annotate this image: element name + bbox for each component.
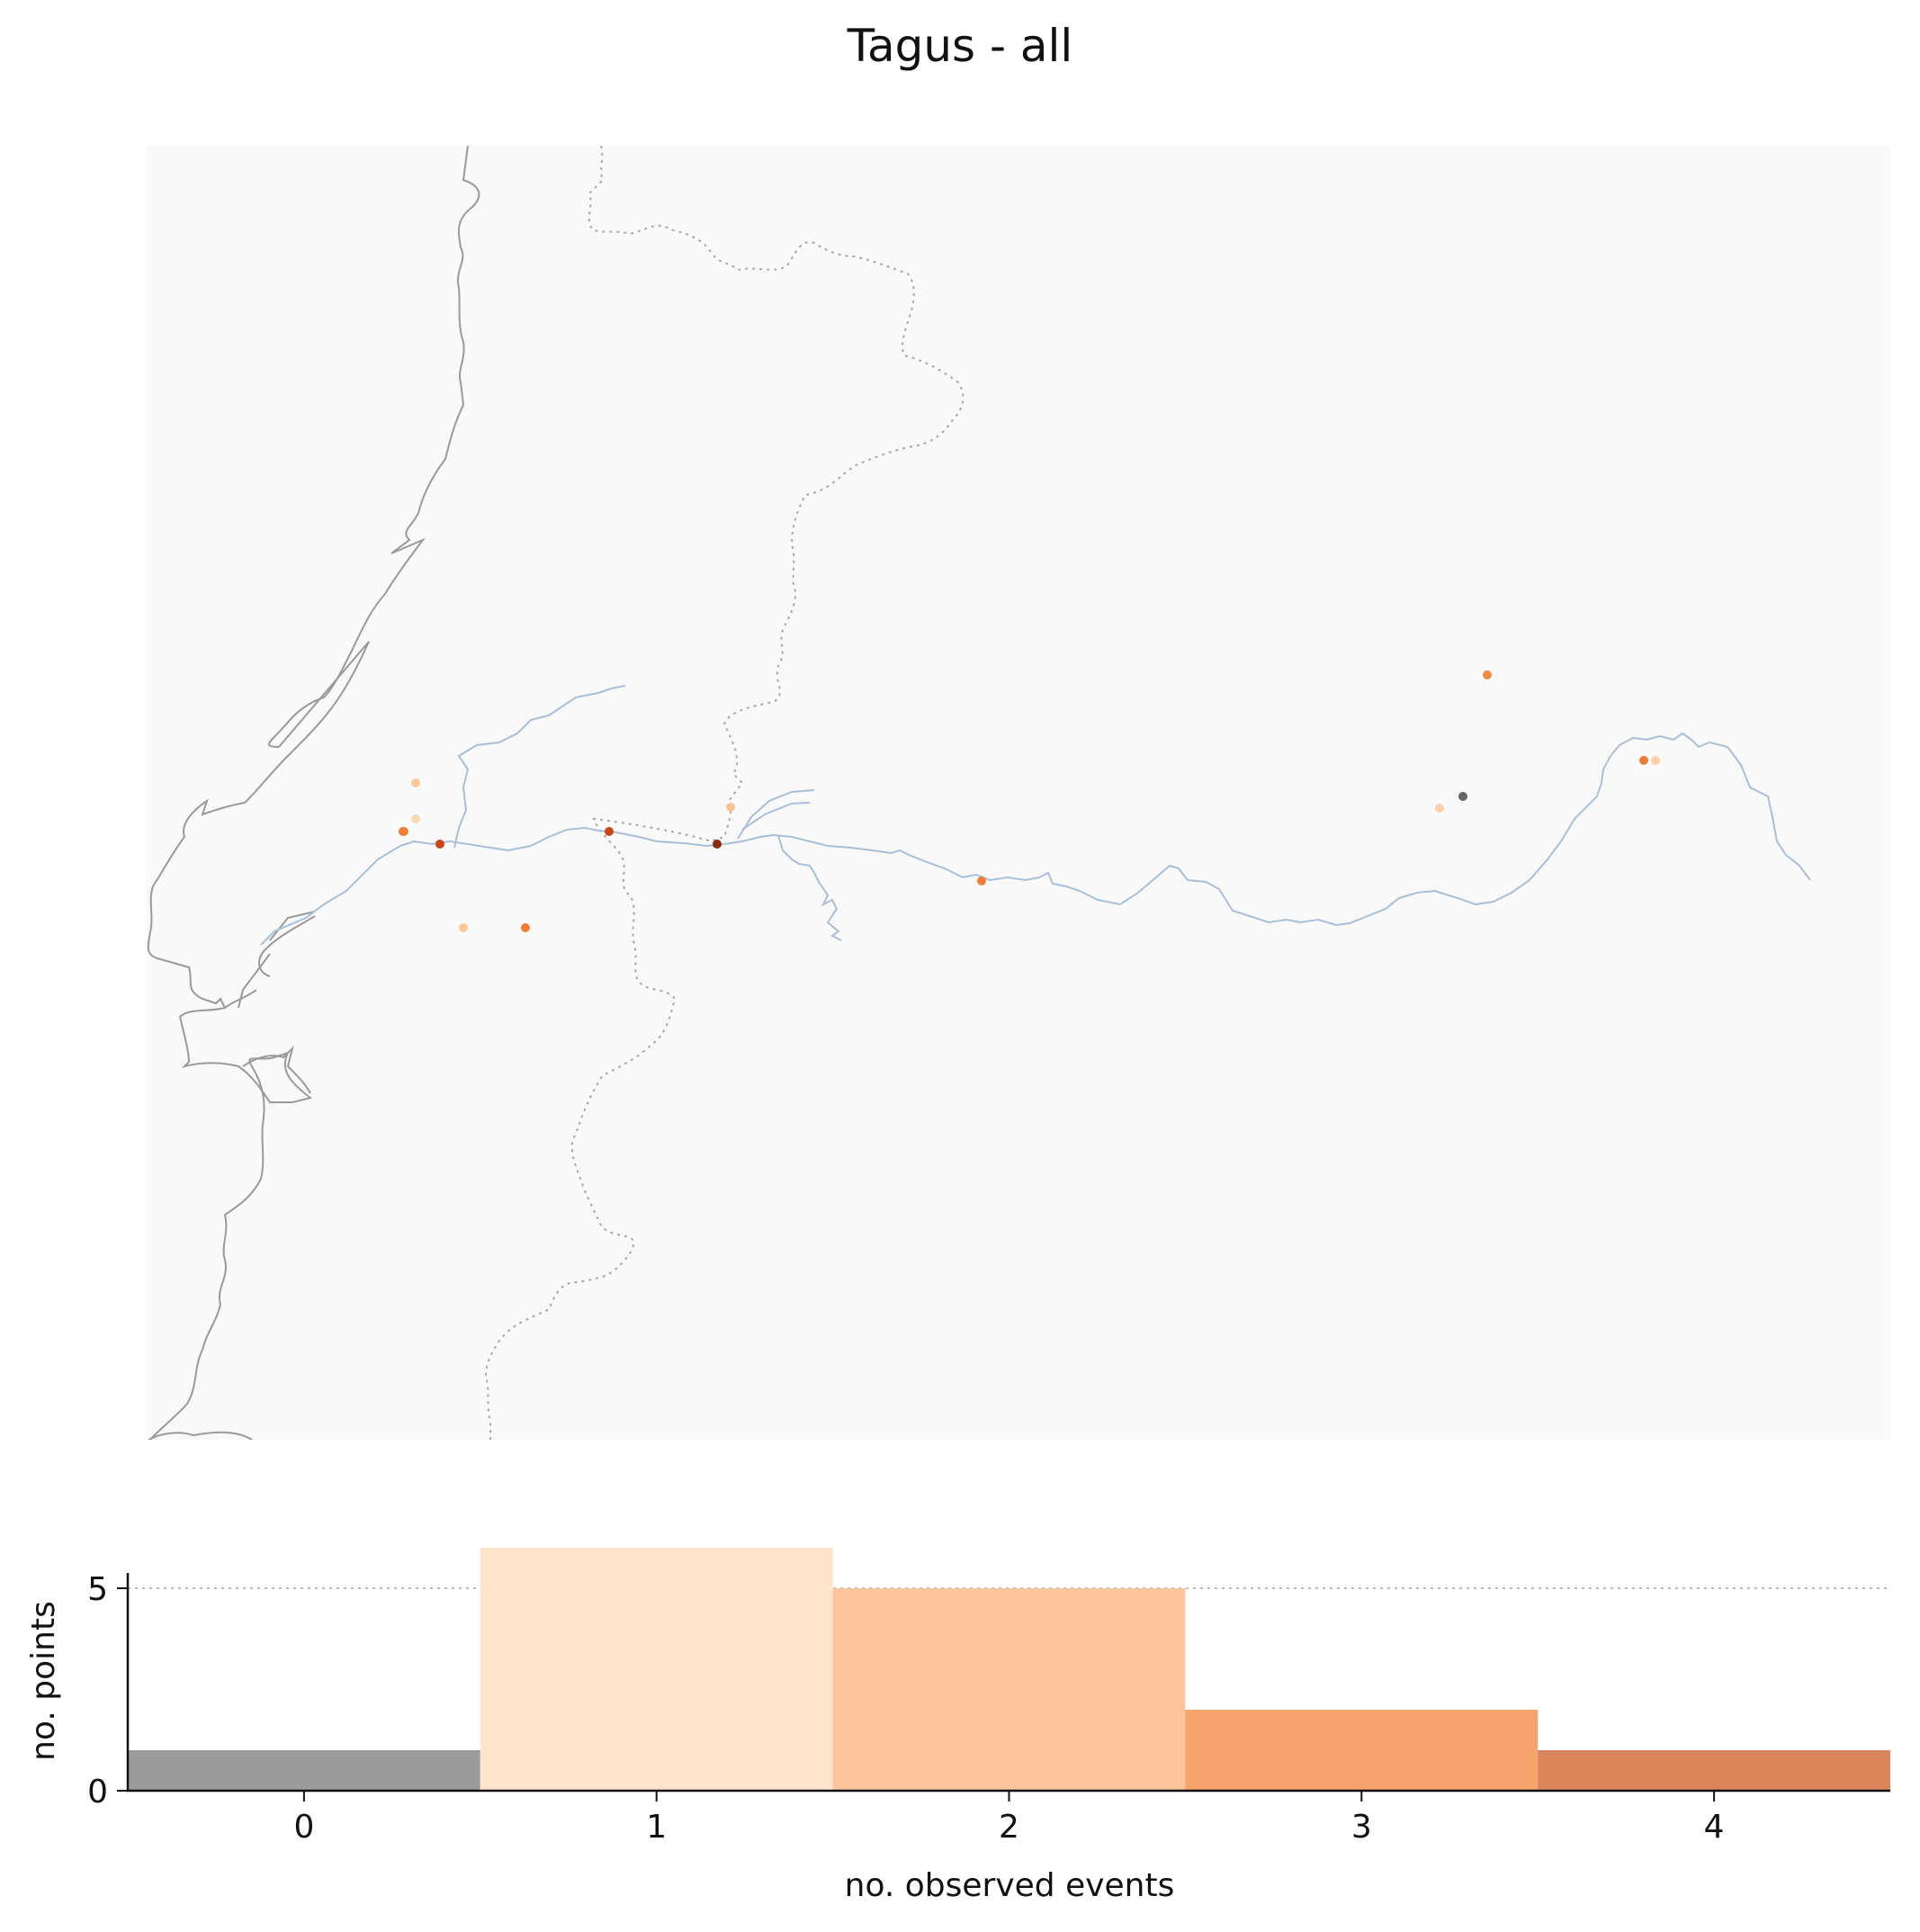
river-zezere [453,685,626,849]
map-point-p4 [399,827,408,836]
map-point-p2 [411,778,420,787]
map-point-p11 [977,876,986,885]
x-axis-label: no. observed events [845,1867,1175,1904]
bar-2 [832,1588,1186,1791]
map-point-p6 [459,923,468,932]
y-axis-label: no. points [25,1601,62,1761]
x-tick-label-0: 0 [293,1809,314,1846]
bar-4 [1538,1750,1890,1791]
y-tick-label-0: 0 [87,1774,108,1811]
map-point-p13 [1435,804,1444,813]
river-alagon [737,789,842,941]
river-tagus [260,732,1811,946]
map-point-p16 [1651,756,1660,765]
x-ticks: 0 1 2 3 4 [293,1791,1725,1846]
map [147,145,1890,1440]
y-ticks: 05 [87,1571,128,1811]
estuary-sado [242,1045,311,1094]
map-point-p9 [713,840,722,849]
bars-layer [128,1548,1890,1791]
coastline-south [148,1431,253,1440]
bar-3 [1185,1710,1539,1791]
y-tick-label-5: 5 [87,1571,108,1608]
x-tick-label-1: 1 [646,1809,667,1846]
bar-0 [128,1750,480,1791]
map-point-p10 [726,803,735,812]
map-point-p5 [435,840,444,849]
estuary-tagus [224,911,316,1009]
x-tick-label-4: 4 [1704,1809,1725,1846]
coastline [147,145,480,1440]
map-background [147,146,1890,1440]
figure-title: Tagus - all [847,20,1073,72]
map-point-p3 [411,814,420,823]
bar-1 [480,1548,833,1791]
x-tick-label-2: 2 [999,1809,1019,1846]
x-tick-label-3: 3 [1351,1809,1372,1846]
map-point-p8 [605,827,614,836]
map-point-p14 [1458,792,1467,801]
points-layer [399,670,1660,932]
map-point-p7 [521,923,530,932]
map-point-p12 [1483,670,1492,679]
map-point-p15 [1639,756,1648,765]
